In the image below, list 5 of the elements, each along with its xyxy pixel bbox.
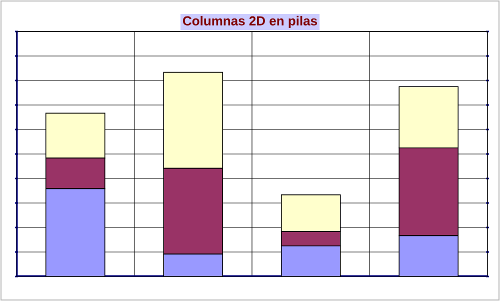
- bar: [280, 245, 341, 276]
- bar: [45, 188, 106, 276]
- chart-title: Columnas 2D en pilas: [182, 16, 318, 28]
- bar: [398, 235, 459, 276]
- bar: [163, 254, 224, 276]
